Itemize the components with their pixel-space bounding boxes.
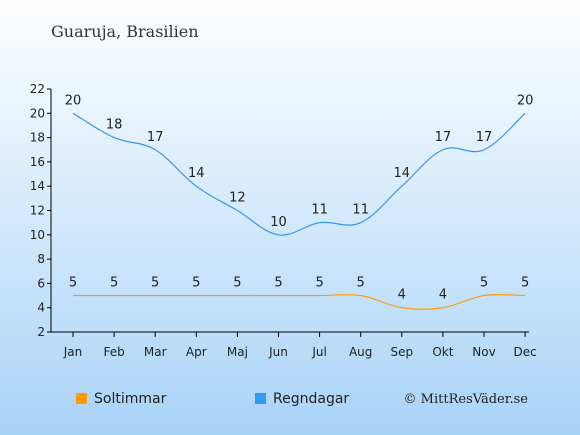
data-label-soltimmar: 5	[480, 276, 488, 291]
y-tick-label: 10	[30, 228, 45, 242]
data-label-regndagar: 11	[352, 203, 369, 218]
data-label-regndagar: 14	[394, 166, 411, 181]
x-tick-label: Dec	[513, 345, 536, 359]
legend-swatch-regndagar	[255, 393, 266, 404]
data-label-soltimmar: 5	[192, 276, 200, 291]
x-tick-label: Nov	[472, 345, 495, 359]
data-label-regndagar: 20	[65, 93, 82, 108]
x-tick-label: Aug	[349, 345, 372, 359]
y-tick-label: 18	[30, 131, 45, 145]
y-tick-label: 8	[37, 252, 45, 266]
y-tick-label: 14	[30, 179, 45, 193]
data-label-soltimmar: 5	[274, 276, 282, 291]
data-label-soltimmar: 4	[398, 288, 406, 303]
legend-label-regndagar: Regndagar	[273, 391, 349, 407]
y-tick-label: 16	[30, 155, 45, 169]
data-label-soltimmar: 5	[315, 276, 323, 291]
y-tick-label: 20	[30, 106, 45, 120]
data-label-soltimmar: 4	[439, 288, 447, 303]
data-label-regndagar: 14	[188, 166, 205, 181]
data-label-regndagar: 17	[435, 130, 452, 145]
series-line-soltimmar	[72, 293, 526, 310]
x-tick-label: Jul	[311, 345, 326, 359]
data-label-regndagar: 18	[106, 118, 123, 133]
legend: Soltimmar Regndagar	[76, 391, 349, 407]
data-label-regndagar: 20	[517, 93, 534, 108]
data-label-soltimmar: 5	[521, 276, 529, 291]
x-tick-label: Okt	[432, 345, 453, 359]
chart-title: Guaruja, Brasilien	[51, 22, 199, 41]
x-tick-label: Sep	[390, 345, 413, 359]
credit-text: © MittResVäder.se	[404, 392, 529, 407]
data-label-regndagar: 10	[270, 215, 287, 230]
y-tick-label: 4	[37, 301, 45, 315]
data-label-regndagar: 17	[476, 130, 493, 145]
y-tick-label: 2	[37, 325, 45, 339]
axes: 2 4 6 8 10 12 14 16 18 20 22 Jan Feb Mar Apr Maj Jun Jul A…	[30, 82, 537, 359]
legend-swatch-soltimmar	[76, 393, 87, 404]
legend-label-soltimmar: Soltimmar	[94, 391, 167, 407]
data-label-soltimmar: 5	[357, 276, 365, 291]
data-label-soltimmar: 5	[151, 276, 159, 291]
data-label-regndagar: 12	[229, 191, 246, 206]
x-tick-label: Maj	[227, 345, 248, 359]
y-tick-label: 6	[37, 276, 45, 290]
data-label-soltimmar: 5	[110, 276, 118, 291]
y-tick-label: 22	[30, 82, 45, 96]
x-tick-label: Mar	[144, 345, 167, 359]
data-label-regndagar: 17	[147, 130, 164, 145]
data-label-soltimmar: 5	[233, 276, 241, 291]
x-tick-label: Jan	[63, 345, 83, 359]
x-tick-label: Apr	[186, 345, 207, 359]
series-layer: 20 18 17 14 12 10 11 11 14 17 17 20 5 5 5 5 5 5 5 5 4 4 5 5	[65, 93, 534, 310]
y-tick-label: 12	[30, 204, 45, 218]
x-tick-label: Jun	[268, 345, 288, 359]
data-label-regndagar: 11	[311, 203, 328, 218]
series-line-regndagar	[72, 112, 526, 236]
data-label-soltimmar: 5	[69, 276, 77, 291]
x-tick-label: Feb	[103, 345, 124, 359]
